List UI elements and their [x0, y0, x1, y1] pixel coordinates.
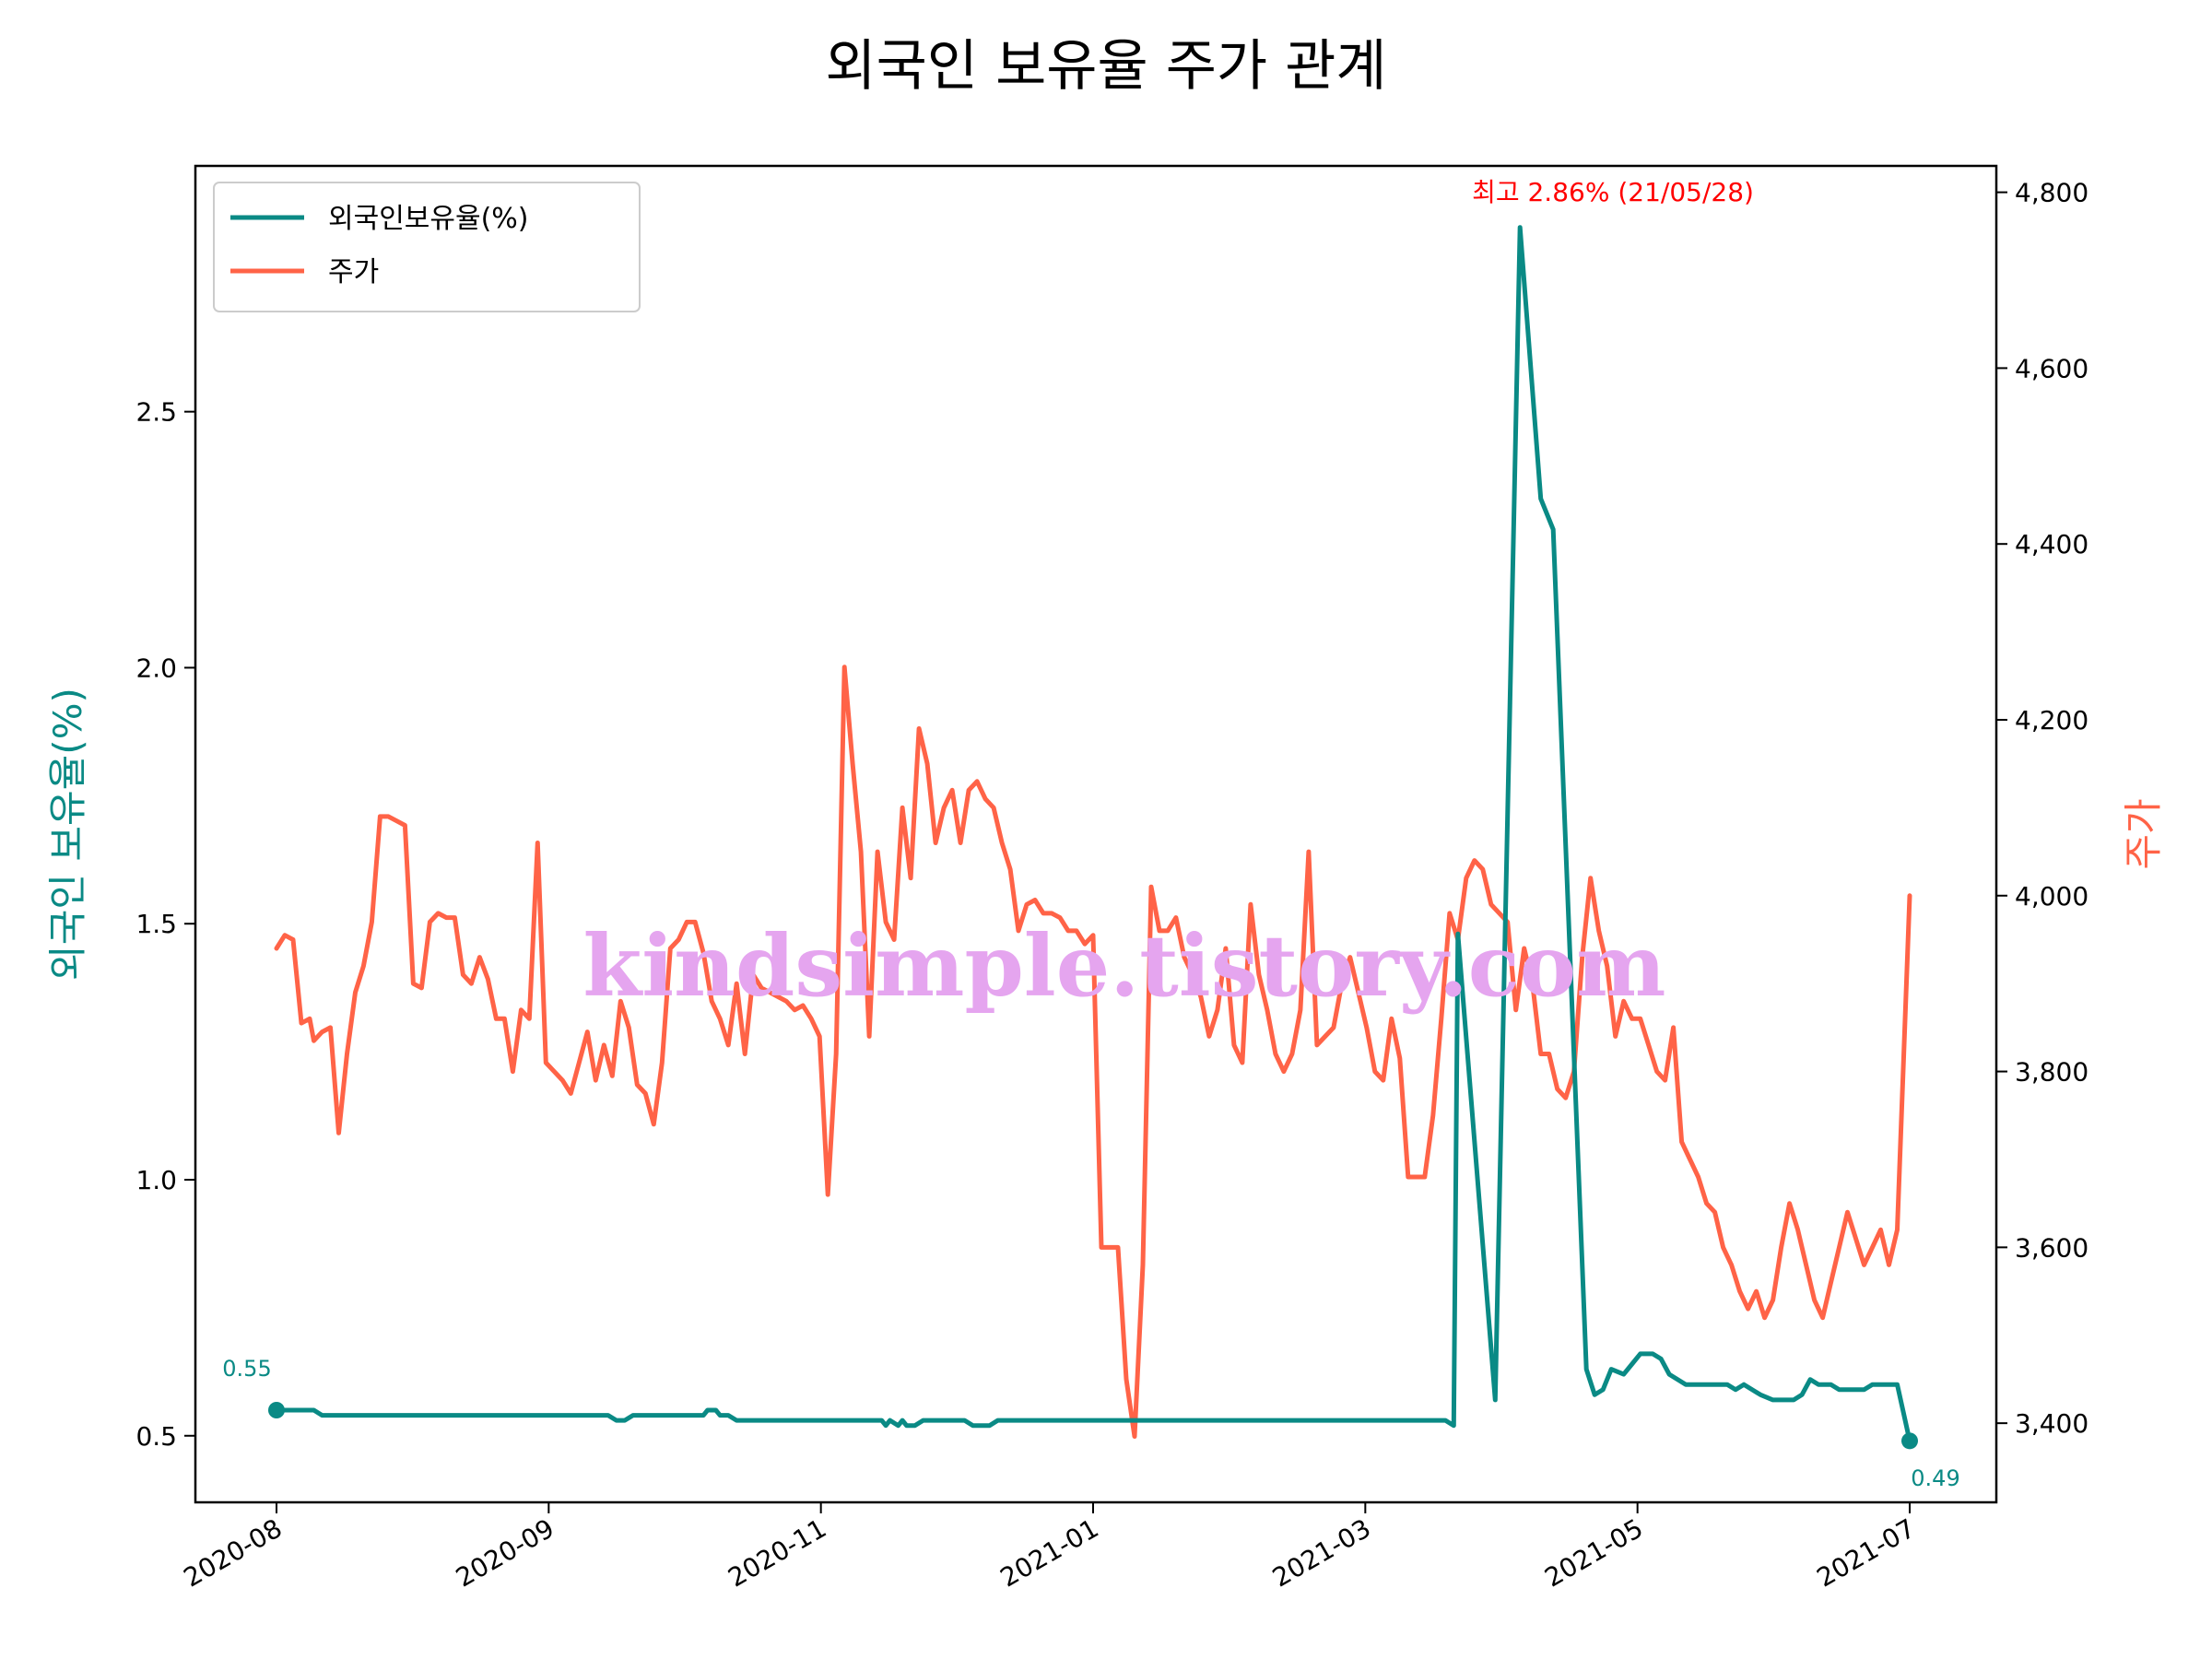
- right-y-axis: 3,400 3,600 3,800 4,000 4,200 4,400 4,600 4,800: [1996, 178, 2088, 1439]
- x-tick-label: 2020-09: [451, 1512, 559, 1593]
- left-y-axis: 0.5 1.0 1.5 2.0 2.5: [135, 397, 195, 1452]
- x-tick-label: 2021-07: [1812, 1512, 1921, 1593]
- left-tick-label: 2.5: [135, 397, 177, 428]
- x-tick-label: 2021-03: [1267, 1512, 1376, 1593]
- x-tick-label: 2020-11: [723, 1512, 831, 1593]
- left-tick-label: 2.0: [135, 653, 177, 683]
- right-tick-label: 4,400: [2015, 529, 2088, 559]
- right-tick-label: 4,600: [2015, 353, 2088, 383]
- chart-title: 외국인 보유율 주가 관계: [825, 34, 1386, 99]
- series-layer: [268, 225, 1918, 1450]
- left-axis-label: 외국인 보유율(%): [45, 688, 90, 981]
- right-tick-label: 4,200: [2015, 705, 2088, 735]
- start-point-marker: [268, 1402, 285, 1418]
- stock-price-line: [274, 665, 1912, 1439]
- right-tick-label: 4,000: [2015, 881, 2088, 912]
- plot-area: [194, 164, 1998, 1504]
- legend-label-holding: 외국인보유율(%): [328, 203, 529, 235]
- legend-box: [213, 182, 641, 312]
- end-point-marker: [1901, 1432, 1918, 1450]
- right-tick-label: 3,400: [2015, 1408, 2088, 1439]
- x-tick-label: 2021-05: [1539, 1512, 1648, 1593]
- left-tick-label: 1.5: [135, 909, 177, 939]
- watermark-text: kindsimple.tistory.com: [582, 916, 1665, 1016]
- left-tick-label: 1.0: [135, 1165, 177, 1195]
- x-axis: 2020-08 2020-09 2020-11 2021-01 2021-03 2021-…: [179, 1502, 1921, 1594]
- max-annotation: 최고 2.86% (21/05/28): [1472, 177, 1754, 207]
- right-tick-label: 3,600: [2015, 1232, 2088, 1263]
- start-value-label: 0.55: [222, 1356, 271, 1382]
- end-value-label: 0.49: [1911, 1465, 1959, 1491]
- legend: 외국인보유율(%) 주가: [213, 182, 641, 312]
- x-tick-label: 2020-08: [179, 1512, 288, 1593]
- left-tick-label: 0.5: [135, 1421, 177, 1452]
- right-tick-label: 3,800: [2015, 1057, 2088, 1088]
- holding-rate-line: [274, 225, 1912, 1443]
- legend-label-price: 주가: [328, 256, 379, 288]
- x-tick-label: 2021-01: [995, 1512, 1104, 1593]
- right-axis-label: 주가: [2121, 798, 2166, 869]
- right-tick-label: 4,800: [2015, 178, 2088, 208]
